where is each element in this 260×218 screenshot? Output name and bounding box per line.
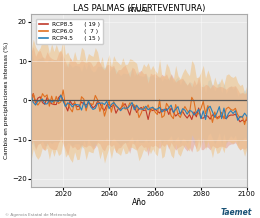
Text: ANUAL: ANUAL [128,7,150,13]
X-axis label: Año: Año [132,198,146,207]
Y-axis label: Cambio en precipitaciones intensas (%): Cambio en precipitaciones intensas (%) [4,42,9,159]
Text: Taemet: Taemet [221,208,252,217]
Legend: RCP8.5      ( 19 ), RCP6.0      (  7 ), RCP4.5      ( 15 ): RCP8.5 ( 19 ), RCP6.0 ( 7 ), RCP4.5 ( 15… [36,19,103,44]
Title: LAS PALMAS (FUERTEVENTURA): LAS PALMAS (FUERTEVENTURA) [73,4,205,13]
Text: © Agencia Estatal de Meteorología: © Agencia Estatal de Meteorología [5,213,77,217]
